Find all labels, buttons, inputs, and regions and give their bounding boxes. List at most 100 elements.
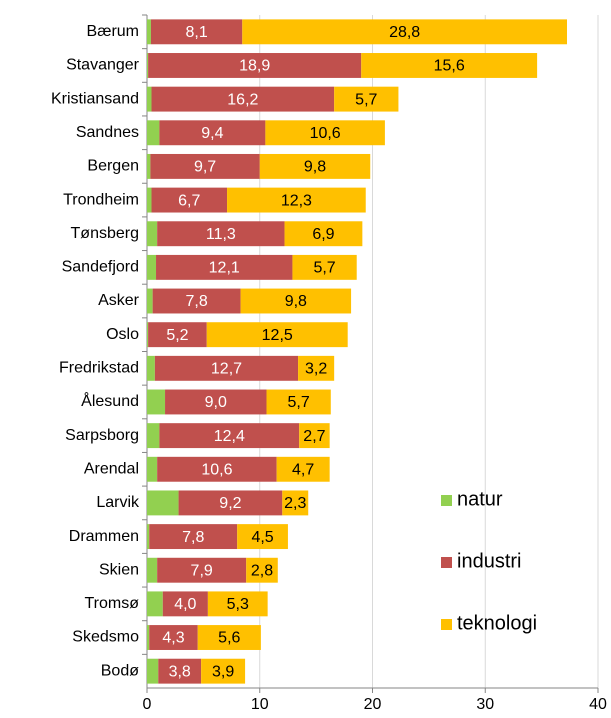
y-tick-label: Stavanger xyxy=(66,57,140,74)
bar-segment xyxy=(149,524,238,550)
bar-segment xyxy=(266,389,331,415)
bar-segment xyxy=(148,322,207,348)
bar-segment xyxy=(156,254,293,280)
bar-segment xyxy=(147,86,152,112)
value-label: 6,7 xyxy=(178,192,200,209)
bar-segment xyxy=(276,456,330,482)
value-label: 5,3 xyxy=(227,596,249,613)
bar-segment xyxy=(154,355,299,381)
bar-segment xyxy=(151,187,228,213)
value-label: 7,8 xyxy=(182,529,204,546)
value-label: 5,2 xyxy=(166,327,188,344)
bar-segment xyxy=(206,322,348,348)
bar-segment xyxy=(227,187,366,213)
value-label: 2,8 xyxy=(251,562,273,579)
y-tick-label: Arendal xyxy=(84,460,139,477)
value-label: 9,7 xyxy=(194,159,216,176)
legend-swatch xyxy=(441,557,452,568)
y-tick-label: Tønsberg xyxy=(71,225,139,242)
value-label: 3,2 xyxy=(305,361,327,378)
bar-segment xyxy=(282,490,309,516)
y-tick-label: Sandnes xyxy=(76,124,139,141)
y-tick-label: Kristiansand xyxy=(51,90,139,107)
y-tick-label: Drammen xyxy=(69,528,139,545)
bar-segment xyxy=(147,120,160,146)
legend-label: industri xyxy=(457,550,521,572)
value-label: 12,4 xyxy=(214,428,245,445)
bar-segment xyxy=(151,86,335,112)
value-label: 12,1 xyxy=(209,260,240,277)
bar-segment xyxy=(147,591,163,617)
bar-segment xyxy=(246,557,278,583)
bar-segment xyxy=(361,53,538,78)
bar-segment xyxy=(237,524,288,550)
x-tick-label: 40 xyxy=(589,696,607,713)
bar-segment xyxy=(147,19,151,45)
value-label: 2,7 xyxy=(303,428,325,445)
bar-segment xyxy=(147,254,157,280)
y-tick-label: Oslo xyxy=(106,326,139,343)
value-label: 9,2 xyxy=(219,495,241,512)
legend-swatch xyxy=(441,619,452,630)
value-label: 5,7 xyxy=(288,394,310,411)
bar-segment xyxy=(284,221,363,247)
bar-segment xyxy=(147,456,158,482)
x-tick-label: 10 xyxy=(251,696,269,713)
y-tick-label: Trondheim xyxy=(63,191,139,208)
bar-segment xyxy=(158,658,202,684)
value-label: 12,7 xyxy=(211,361,242,378)
bar-segment xyxy=(159,423,300,449)
value-label: 9,4 xyxy=(201,125,223,142)
y-tick-label: Ålesund xyxy=(81,391,139,410)
y-tick-label: Bodø xyxy=(101,662,139,679)
value-label: 4,3 xyxy=(162,630,184,647)
bar-segment xyxy=(147,355,155,381)
bar-segment xyxy=(240,288,352,314)
bar-segment xyxy=(162,591,208,617)
value-label: 15,6 xyxy=(434,58,465,75)
x-tick-label: 30 xyxy=(476,696,494,713)
bar-segment xyxy=(159,120,266,146)
bar-segment xyxy=(197,625,261,650)
bar-segment xyxy=(157,557,247,583)
bar-segment xyxy=(147,389,166,415)
y-tick-label: Tromsø xyxy=(84,595,139,612)
value-label: 9,0 xyxy=(205,394,227,411)
y-tick-label: Bærum xyxy=(87,23,139,40)
bar-segment xyxy=(147,658,159,684)
value-label: 6,9 xyxy=(312,226,334,243)
value-label: 7,9 xyxy=(191,562,213,579)
value-label: 9,8 xyxy=(285,293,307,310)
value-label: 18,9 xyxy=(239,58,270,75)
x-tick-label: 20 xyxy=(364,696,382,713)
y-tick-label: Bergen xyxy=(87,158,139,175)
bar-segment xyxy=(299,423,330,449)
y-tick-label: Asker xyxy=(98,292,140,309)
bar-segment xyxy=(242,19,567,45)
bar-segment xyxy=(147,524,150,550)
x-tick-label: 0 xyxy=(143,696,152,713)
value-label: 5,7 xyxy=(313,260,335,277)
value-label: 8,1 xyxy=(185,24,207,41)
value-label: 2,3 xyxy=(284,495,306,512)
bar-segment xyxy=(147,625,150,650)
bar-segment xyxy=(147,557,158,583)
bar-segment xyxy=(150,153,260,179)
value-label: 9,8 xyxy=(304,159,326,176)
value-label: 5,7 xyxy=(355,91,377,108)
bar-segment xyxy=(259,153,371,179)
bar-segment xyxy=(207,591,268,617)
bar-segment xyxy=(147,153,151,179)
value-label: 5,6 xyxy=(218,630,240,647)
bar-segment xyxy=(292,254,357,280)
bar-segment xyxy=(298,355,335,381)
bar-segment xyxy=(152,288,241,314)
value-label: 10,6 xyxy=(201,461,232,478)
y-tick-label: Sandefjord xyxy=(62,259,139,276)
bar-segment xyxy=(334,86,399,112)
y-tick-label: Skedsmo xyxy=(72,629,139,646)
value-label: 3,9 xyxy=(212,663,234,680)
value-label: 12,3 xyxy=(281,192,312,209)
y-tick-label: Fredrikstad xyxy=(59,360,139,377)
value-label: 3,8 xyxy=(169,663,191,680)
